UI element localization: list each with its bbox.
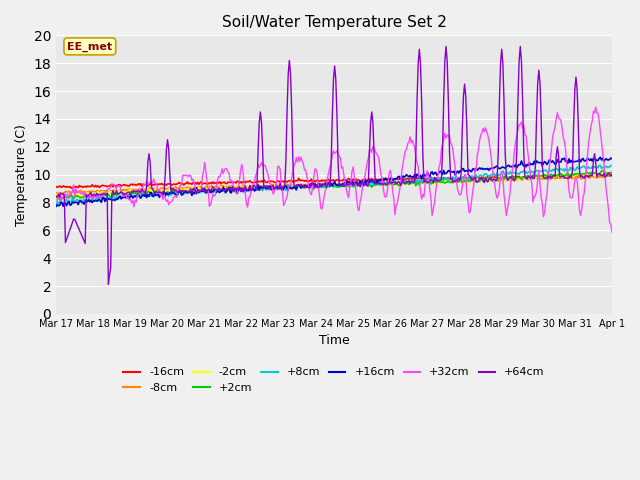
+16cm — [596, 155, 604, 160]
Title: Soil/Water Temperature Set 2: Soil/Water Temperature Set 2 — [221, 15, 447, 30]
+16cm — [52, 204, 60, 209]
+64cm — [52, 193, 60, 199]
-16cm — [52, 184, 60, 190]
+16cm — [225, 184, 233, 190]
-8cm — [558, 175, 566, 180]
-8cm — [601, 173, 609, 179]
-8cm — [227, 185, 234, 191]
Line: -2cm: -2cm — [56, 172, 612, 197]
+16cm — [608, 156, 616, 162]
+32cm — [364, 159, 371, 165]
+32cm — [52, 197, 60, 203]
-8cm — [391, 180, 399, 185]
-16cm — [364, 177, 372, 182]
+2cm — [56, 196, 63, 202]
Line: +32cm: +32cm — [56, 107, 612, 232]
Y-axis label: Temperature (C): Temperature (C) — [15, 124, 28, 226]
+64cm — [364, 182, 372, 188]
X-axis label: Time: Time — [319, 334, 349, 348]
+32cm — [390, 196, 397, 202]
-16cm — [558, 172, 566, 178]
+2cm — [364, 183, 372, 189]
-2cm — [52, 192, 60, 198]
+8cm — [391, 179, 399, 184]
Text: EE_met: EE_met — [67, 41, 113, 51]
-2cm — [558, 174, 566, 180]
+8cm — [558, 167, 566, 173]
-16cm — [67, 185, 75, 191]
+2cm — [288, 184, 296, 190]
+64cm — [559, 173, 567, 179]
Line: -8cm: -8cm — [56, 176, 612, 194]
-8cm — [52, 190, 60, 196]
-16cm — [462, 175, 470, 181]
-8cm — [54, 191, 62, 197]
Line: -16cm: -16cm — [56, 173, 612, 188]
+64cm — [288, 108, 296, 114]
+2cm — [558, 172, 566, 178]
+32cm — [557, 118, 564, 123]
-2cm — [606, 169, 614, 175]
-16cm — [227, 180, 234, 185]
+8cm — [596, 162, 604, 168]
+16cm — [390, 176, 397, 182]
+2cm — [52, 195, 60, 201]
+16cm — [287, 185, 294, 191]
-8cm — [608, 173, 616, 179]
Line: +8cm: +8cm — [56, 165, 612, 204]
-16cm — [288, 178, 296, 183]
+64cm — [463, 127, 471, 133]
+32cm — [592, 104, 600, 110]
-2cm — [364, 180, 372, 185]
-8cm — [462, 179, 470, 185]
+2cm — [227, 188, 234, 193]
+8cm — [608, 163, 616, 168]
Line: +16cm: +16cm — [56, 157, 612, 206]
+8cm — [462, 174, 470, 180]
-2cm — [462, 178, 470, 183]
Line: +64cm: +64cm — [56, 47, 612, 284]
+2cm — [462, 177, 470, 183]
-8cm — [364, 181, 372, 187]
Legend: -16cm, -8cm, -2cm, +2cm, +8cm, +16cm, +32cm, +64cm: -16cm, -8cm, -2cm, +2cm, +8cm, +16cm, +3… — [119, 363, 549, 397]
+32cm — [608, 229, 616, 235]
-2cm — [227, 185, 234, 191]
+64cm — [104, 281, 112, 287]
+2cm — [391, 181, 399, 187]
+32cm — [287, 182, 294, 188]
+64cm — [608, 172, 616, 178]
+16cm — [461, 168, 468, 174]
Line: +2cm: +2cm — [56, 170, 612, 199]
-16cm — [608, 172, 616, 178]
+2cm — [608, 170, 616, 176]
+8cm — [52, 202, 60, 207]
-8cm — [288, 182, 296, 188]
+32cm — [461, 172, 468, 178]
-2cm — [608, 170, 616, 176]
-2cm — [391, 183, 399, 189]
+16cm — [557, 159, 564, 165]
+64cm — [442, 44, 450, 49]
-2cm — [72, 194, 80, 200]
+8cm — [364, 180, 372, 186]
+32cm — [225, 170, 233, 176]
+8cm — [288, 185, 296, 191]
+8cm — [60, 202, 67, 207]
-16cm — [607, 170, 614, 176]
+16cm — [364, 178, 371, 184]
-16cm — [391, 177, 399, 182]
+64cm — [227, 184, 234, 190]
+64cm — [391, 179, 399, 185]
+8cm — [227, 186, 234, 192]
-2cm — [288, 185, 296, 191]
+2cm — [599, 168, 607, 173]
